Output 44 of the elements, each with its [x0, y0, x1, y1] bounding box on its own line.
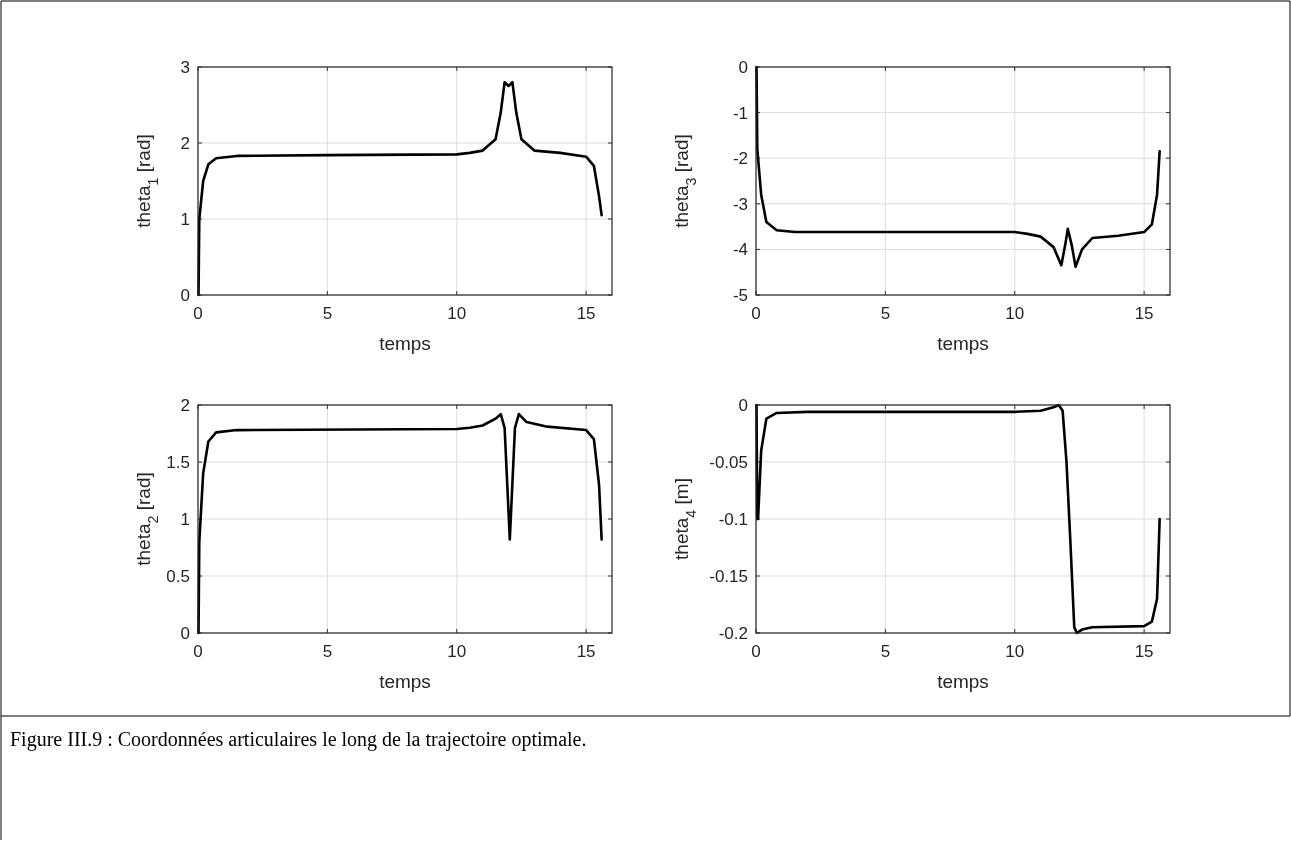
y-tick-label: 1.5	[166, 452, 190, 472]
y-tick-label: -4	[732, 240, 748, 260]
text: Figure III.9 : Coordonnées articulaires le long de la trajectoire optimale.	[10, 728, 587, 751]
x-tick-label: 15	[1134, 304, 1154, 323]
line-series	[197, 80, 603, 297]
y-tick-label: -0.1	[718, 509, 748, 529]
x-axis-title: temps	[379, 333, 431, 354]
x-tick-label: 5	[880, 642, 891, 661]
x-axis-title: temps	[937, 333, 989, 354]
y-tick-label: -3	[732, 194, 748, 214]
y-tick-label: 1	[180, 509, 190, 529]
y-tick-label: 3	[180, 57, 190, 77]
x-tick-label: 10	[1005, 304, 1025, 323]
x-tick-label: 0	[751, 304, 761, 323]
x-tick-label: 5	[880, 304, 891, 323]
x-tick-label: 0	[193, 642, 203, 661]
x-tick-label: 10	[447, 642, 467, 661]
line-series	[755, 65, 1161, 269]
y-tick-label: 0	[738, 57, 748, 77]
y-tick-label: -5	[732, 285, 748, 305]
y-tick-label: 0	[738, 395, 748, 415]
x-tick-label: 0	[193, 304, 203, 323]
y-tick-label: 1	[180, 209, 190, 229]
x-tick-label: 10	[1005, 642, 1025, 661]
line-series	[197, 412, 603, 635]
y-tick-label: 0	[180, 285, 190, 305]
x-axis-title: temps	[937, 671, 989, 692]
y-tick-label: -1	[732, 103, 748, 123]
x-tick-label: 15	[1134, 642, 1154, 661]
x-tick-label: 15	[576, 642, 596, 661]
y-tick-label: -0.2	[718, 623, 748, 643]
y-tick-label: 0	[180, 623, 190, 643]
x-tick-label: 15	[576, 304, 596, 323]
y-tick-label: 2	[180, 395, 190, 415]
x-tick-label: 0	[751, 642, 761, 661]
x-tick-label: 5	[322, 642, 333, 661]
y-tick-label: -2	[732, 149, 748, 169]
y-tick-label: 0.5	[166, 566, 190, 586]
x-tick-label: 5	[322, 304, 333, 323]
y-tick-label: -0.05	[709, 452, 748, 472]
x-axis-title: temps	[379, 671, 431, 692]
x-tick-label: 10	[447, 304, 467, 323]
y-tick-label: -0.15	[709, 566, 748, 586]
y-tick-label: 2	[180, 133, 190, 153]
